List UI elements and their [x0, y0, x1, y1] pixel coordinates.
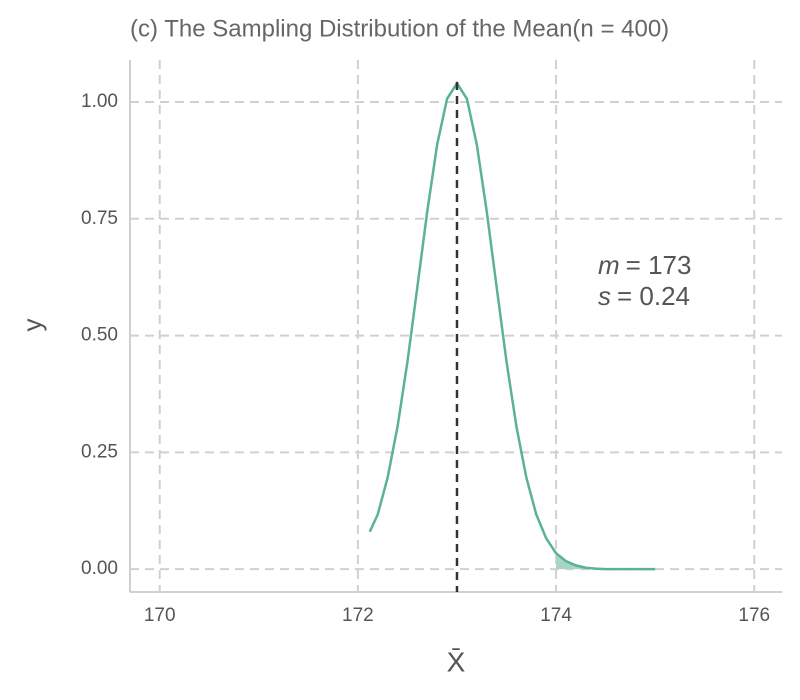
x-axis-title: X̄	[447, 646, 466, 677]
y-axis-title: y	[17, 319, 47, 332]
y-tick-label: 0.00	[81, 558, 118, 579]
x-tick-label: 172	[342, 605, 374, 626]
annotation-variable: s	[598, 281, 611, 311]
y-tick-label: 0.50	[81, 325, 118, 346]
annotation-value: = 173	[626, 250, 692, 280]
annotation-variable: m	[598, 250, 620, 280]
x-tick-label: 170	[144, 605, 176, 626]
shaded-area	[556, 553, 656, 570]
y-tick-label: 0.75	[81, 208, 118, 229]
y-tick-label: 0.25	[81, 441, 118, 462]
density-line	[368, 81, 656, 571]
annotation: m = 173	[598, 250, 691, 280]
annotation-value: = 0.24	[617, 281, 690, 311]
x-tick-label: 174	[540, 605, 572, 626]
chart-title: (c) The Sampling Distribution of the Mea…	[130, 15, 669, 42]
annotation: s = 0.24	[598, 281, 690, 311]
x-tick-label: 176	[738, 605, 770, 626]
y-tick-label: 1.00	[81, 91, 118, 112]
